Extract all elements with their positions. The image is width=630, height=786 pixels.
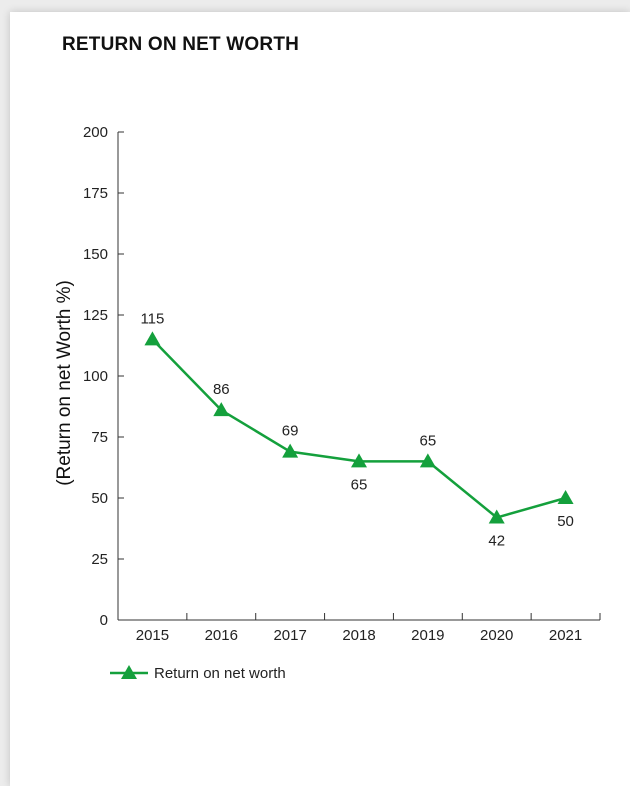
legend-label: Return on net worth	[154, 665, 286, 682]
chart-card	[10, 12, 630, 786]
data-point-marker	[351, 453, 367, 468]
y-axis-title: (Return on net Worth %)	[54, 280, 75, 486]
y-tick-label: 175	[83, 185, 108, 202]
data-point-marker	[213, 402, 230, 417]
x-tick-label: 2020	[480, 627, 513, 644]
y-tick-label: 0	[100, 612, 108, 629]
data-label: 42	[488, 533, 505, 550]
data-point-marker	[419, 453, 436, 468]
x-tick-label: 2018	[342, 627, 375, 644]
x-axis-ticks: 2015 2016 2017 2018 2019 2020 2021	[136, 613, 601, 644]
axes	[117, 132, 600, 621]
data-label: 115	[140, 310, 164, 327]
data-point-marker	[144, 331, 161, 346]
data-point-marker	[557, 490, 574, 504]
x-tick-label: 2019	[411, 627, 444, 644]
x-tick-label: 2017	[273, 627, 306, 644]
series-group: 115 86 69 65 65 42 50	[140, 310, 573, 549]
data-label: 69	[282, 423, 299, 440]
y-tick-label: 25	[91, 551, 108, 568]
data-label: 50	[557, 513, 574, 530]
y-tick-label: 125	[83, 307, 108, 324]
x-tick-label: 2015	[136, 627, 169, 644]
x-tick-label: 2016	[205, 627, 238, 644]
y-tick-label: 75	[91, 429, 108, 446]
data-label: 65	[351, 476, 368, 493]
legend-marker	[121, 665, 137, 679]
y-tick-label: 50	[91, 490, 108, 507]
chart-title: RETURN ON NET WORTH	[62, 34, 300, 55]
data-label: 65	[420, 432, 437, 449]
y-tick-label: 150	[83, 246, 108, 263]
data-point-marker	[282, 443, 299, 458]
x-tick-label: 2021	[549, 627, 582, 644]
y-axis-ticks: 0 25 50 75 100 125 150 175 200	[83, 124, 124, 629]
data-point-marker	[488, 509, 505, 524]
y-tick-label: 100	[83, 368, 108, 385]
legend: Return on net worth	[110, 665, 286, 682]
y-tick-label: 200	[83, 124, 108, 141]
data-label: 86	[213, 381, 230, 398]
